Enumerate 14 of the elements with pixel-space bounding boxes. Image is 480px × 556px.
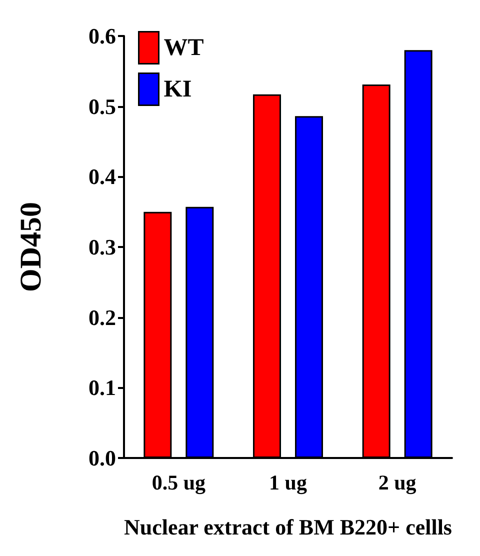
y-tick-label: 0.6 bbox=[88, 24, 116, 48]
y-tick-label: 0.4 bbox=[88, 164, 116, 190]
x-tick-label: 0.5 ug bbox=[152, 470, 206, 494]
x-axis-title: Nuclear extract of BM B220+ cellls bbox=[124, 514, 452, 540]
legend-label: WT bbox=[164, 34, 204, 61]
x-tick-label: 2 ug bbox=[378, 470, 417, 494]
y-axis-title: OD450 bbox=[14, 202, 48, 292]
y-tick-label: 0.3 bbox=[88, 234, 116, 260]
x-tick-label: 1 ug bbox=[269, 470, 308, 494]
y-tick-label: 0.5 bbox=[88, 94, 116, 119]
y-tick-label: 0.2 bbox=[88, 304, 116, 330]
y-tick-label: 0.0 bbox=[88, 446, 116, 470]
y-tick-label: 0.1 bbox=[88, 375, 116, 400]
legend-label: KI bbox=[164, 76, 192, 102]
